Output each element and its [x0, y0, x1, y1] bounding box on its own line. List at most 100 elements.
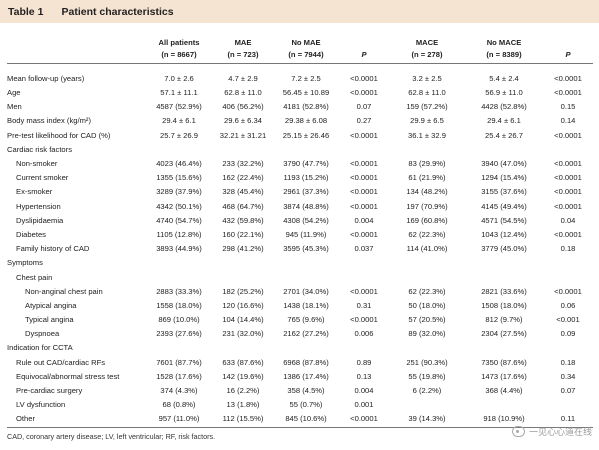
row-label: Family history of CAD [16, 244, 90, 254]
cell-mae: 406 (56.2%) [222, 102, 264, 112]
table-row: Mean follow-up (years) 7.0 ± 2.6 4.7 ± 2.9… [7, 72, 593, 86]
cell-no-mae: 1438 (18.1%) [283, 300, 329, 310]
cell-mae [213, 342, 273, 356]
cell-mace [389, 143, 465, 157]
table-row: Dyslipidaemia 4740 (54.7%) 432 (59.8%) 4308… [7, 214, 593, 228]
table-label: Table 1 [8, 5, 44, 18]
cell-all-patients: 4023 (46.4%) [156, 159, 202, 169]
column-header-p-mae: P [339, 29, 389, 64]
cell-mace: 89 (32.0%) [408, 329, 446, 339]
cell-no-mae [273, 342, 339, 356]
cell-p-mace [543, 256, 593, 270]
cell-p-mae: <0.0001 [350, 187, 378, 197]
cell-p-mae: <0.0001 [350, 130, 378, 140]
cell-p-mae: 0.037 [354, 244, 374, 254]
cell-p-mace: 0.18 [560, 244, 576, 254]
cell-no-mae: 55 (0.7%) [289, 400, 323, 410]
cell-no-mace: 5.4 ± 2.4 [489, 73, 519, 83]
cell-all-patients: 57.1 ± 11.1 [160, 88, 198, 98]
row-label: Diabetes [16, 229, 46, 239]
cell-all-patients: 869 (10.0%) [158, 315, 200, 325]
cell-p-mace: <0.0001 [554, 173, 582, 183]
table-header-row: All patients (n = 8667) MAE (n = 723) No M… [7, 29, 593, 64]
cell-mae: 16 (2.2%) [226, 386, 260, 396]
cell-all-patients: 1105 (12.8%) [156, 229, 202, 239]
table-row: Hypertension 4342 (50.1%) 468 (64.7%) 3874 … [7, 200, 593, 214]
table-row: Current smoker 1355 (15.6%) 162 (22.4%) 119… [7, 171, 593, 185]
table-row: Other 957 (11.0%) 112 (15.5%) 845 (10.6%) <0… [7, 412, 593, 428]
cell-mace [389, 398, 465, 412]
table-row: Family history of CAD 3893 (44.9%) 298 (41… [7, 242, 593, 256]
cell-p-mae [339, 342, 389, 356]
table-body: Mean follow-up (years) 7.0 ± 2.6 4.7 ± 2.9… [7, 64, 593, 428]
table-row: Atypical angina 1558 (18.0%) 120 (16.6%) 14… [7, 299, 593, 313]
row-label: Mean follow-up (years) [7, 73, 85, 83]
cell-p-mace: <0.0001 [554, 187, 582, 197]
cell-no-mae: 1193 (15.2%) [283, 173, 329, 183]
cell-p-mae: 0.001 [354, 400, 374, 410]
cell-no-mace: 3940 (47.0%) [481, 159, 527, 169]
row-label: Chest pain [16, 272, 53, 282]
cell-mae: 142 (19.6%) [222, 371, 264, 381]
cell-p-mace: <0.001 [556, 315, 580, 325]
cell-mae: 162 (22.4%) [222, 173, 264, 183]
cell-all-patients: 957 (11.0%) [145, 412, 213, 428]
cell-no-mace: 918 (10.9%) [465, 412, 543, 428]
row-label: Symptoms [7, 258, 43, 268]
row-label: Other [7, 412, 145, 428]
row-label: Typical angina [25, 315, 74, 325]
column-header-label [7, 29, 145, 64]
cell-mace: 197 (70.9%) [406, 201, 448, 211]
cell-all-patients: 1528 (17.6%) [156, 371, 202, 381]
cell-mae: 104 (14.4%) [222, 315, 264, 325]
table-spacer-row [7, 64, 593, 73]
table-row: Ex-smoker 3289 (37.9%) 328 (45.4%) 2961 (37… [7, 186, 593, 200]
column-header-all-patients: All patients (n = 8667) [145, 29, 213, 64]
cell-no-mace: 3779 (45.0%) [481, 244, 527, 254]
cell-p-mae: <0.0001 [350, 286, 378, 296]
cell-mace: 83 (29.9%) [408, 159, 446, 169]
row-label: Pre-test likelihood for CAD (%) [7, 130, 111, 140]
cell-all-patients: 7.0 ± 2.6 [164, 73, 194, 83]
row-label: Non-smoker [16, 159, 58, 169]
cell-mace: 36.1 ± 32.9 [408, 130, 446, 140]
cell-no-mace [465, 271, 543, 285]
cell-p-mae: <0.0001 [350, 315, 378, 325]
cell-mace: 61 (21.9%) [408, 173, 446, 183]
table-row: Dyspnoea 2393 (27.6%) 231 (32.0%) 2162 (27.… [7, 327, 593, 341]
cell-mace: 50 (18.0%) [408, 300, 446, 310]
table-row: Typical angina 869 (10.0%) 104 (14.4%) 765 … [7, 313, 593, 327]
cell-mae [213, 256, 273, 270]
cell-mae [213, 143, 273, 157]
cell-no-mace [465, 143, 543, 157]
cell-p-mace: <0.0001 [554, 159, 582, 169]
cell-all-patients [145, 271, 213, 285]
wechat-icon [512, 426, 525, 437]
cell-p-mae: 0.006 [354, 329, 374, 339]
cell-mae: 298 (41.2%) [222, 244, 264, 254]
cell-all-patients: 374 (4.3%) [160, 386, 198, 396]
cell-all-patients [145, 342, 213, 356]
cell-mace: 57 (20.5%) [408, 315, 446, 325]
cell-mace: 29.9 ± 6.5 [410, 116, 444, 126]
cell-no-mace: 2304 (27.5%) [481, 329, 527, 339]
cell-no-mae [273, 271, 339, 285]
cell-p-mace: 0.06 [560, 300, 576, 310]
table-row: Non-anginal chest pain 2883 (33.3%) 182 (2… [7, 285, 593, 299]
cell-p-mace: 0.18 [560, 357, 576, 367]
row-label: Current smoker [16, 173, 69, 183]
cell-no-mae: 2162 (27.2%) [283, 329, 329, 339]
watermark: 一见心心道在线 [512, 425, 592, 438]
cell-mace: 55 (19.8%) [408, 371, 446, 381]
cell-mae [213, 271, 273, 285]
cell-p-mae: 0.004 [354, 215, 374, 225]
cell-mae: 633 (87.6%) [222, 357, 264, 367]
cell-no-mace: 56.9 ± 11.0 [485, 88, 523, 98]
watermark-text: 一见心心道在线 [529, 427, 593, 437]
row-label: Rule out CAD/cardiac RFs [16, 357, 106, 367]
cell-p-mace: <0.0001 [554, 130, 582, 140]
cell-no-mace [465, 256, 543, 270]
cell-no-mae: 2701 (34.0%) [283, 286, 329, 296]
cell-mace: 169 (60.8%) [406, 215, 448, 225]
